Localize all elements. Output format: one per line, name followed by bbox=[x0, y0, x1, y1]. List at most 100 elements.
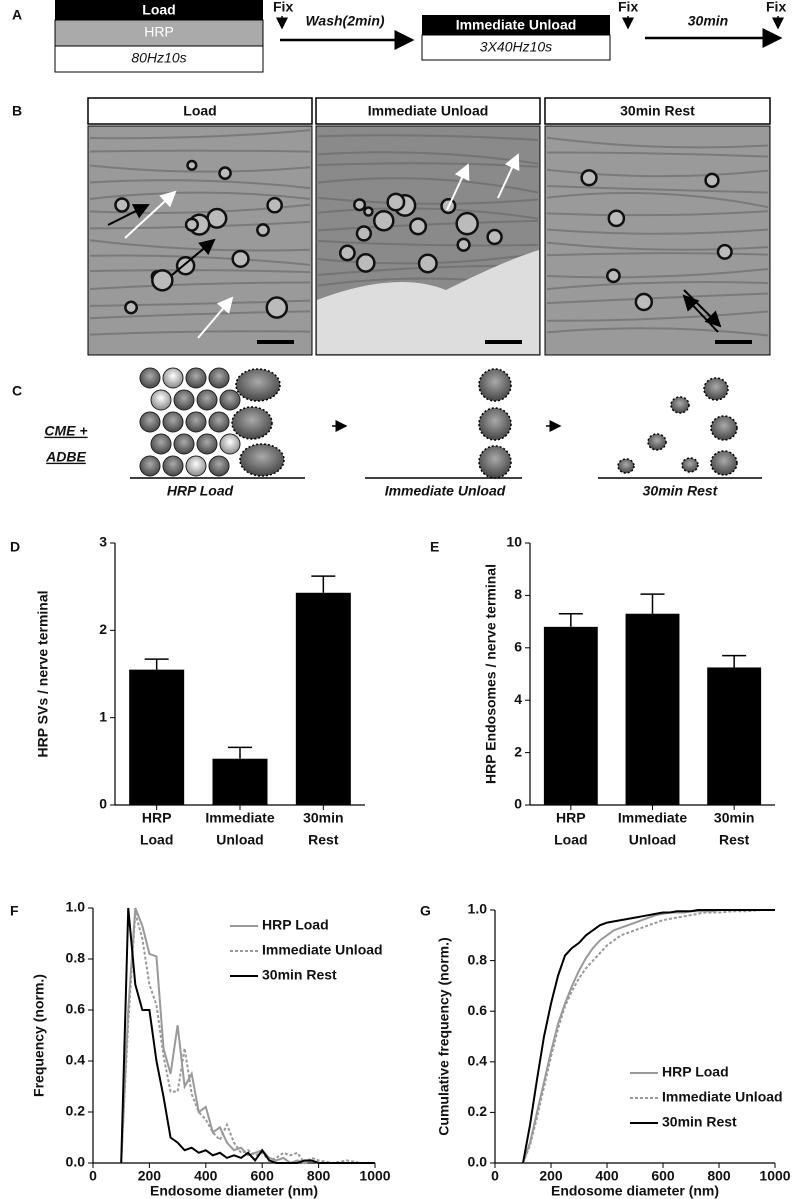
x-axis-label: Endosome diameter (nm) bbox=[150, 1183, 318, 1199]
vesicle bbox=[256, 223, 270, 237]
vesicle bbox=[231, 249, 250, 268]
sv bbox=[208, 455, 230, 477]
vesicle bbox=[606, 268, 621, 284]
sv bbox=[173, 433, 195, 455]
y-tick-label: 0.0 bbox=[468, 1154, 488, 1170]
arrow bbox=[124, 190, 177, 239]
stage-label: Immediate Unload bbox=[385, 483, 506, 499]
y-tick-label: 10 bbox=[506, 534, 522, 550]
vesicle bbox=[266, 196, 283, 214]
vesicle bbox=[486, 228, 503, 246]
fix-label: Fix bbox=[618, 0, 638, 15]
sv bbox=[162, 455, 184, 477]
vesicle-diagram bbox=[139, 367, 738, 479]
texture bbox=[317, 239, 539, 247]
y-tick-label: 6 bbox=[514, 639, 522, 655]
hrp-label: HRP bbox=[144, 24, 174, 40]
vesicle bbox=[417, 253, 438, 274]
y-tick-label: 0.2 bbox=[66, 1103, 86, 1119]
panel-label: G bbox=[420, 903, 431, 919]
sv bbox=[208, 411, 230, 433]
vesicle bbox=[186, 159, 198, 171]
y-tick-label: 1 bbox=[99, 708, 107, 724]
stage-label: HRP Load bbox=[167, 483, 234, 499]
y-tick-label: 0.8 bbox=[66, 950, 86, 966]
endosome bbox=[703, 377, 729, 401]
panel-header: 30min Rest bbox=[620, 103, 695, 119]
bar bbox=[129, 669, 185, 805]
vesicle bbox=[363, 206, 374, 217]
texture bbox=[89, 254, 311, 266]
arrow bbox=[683, 289, 722, 328]
panel-label: A bbox=[12, 7, 22, 23]
vesicle bbox=[607, 209, 626, 228]
pathway-label: ADBE bbox=[45, 449, 86, 465]
sv bbox=[208, 367, 230, 389]
vesicle bbox=[704, 172, 720, 188]
series-line bbox=[522, 909, 775, 1164]
x-tick-label: Load bbox=[140, 832, 173, 848]
vesicle bbox=[151, 269, 174, 292]
x-tick-label: 1000 bbox=[359, 1168, 390, 1184]
y-axis-label: Frequency (norm.) bbox=[31, 974, 47, 1097]
sv bbox=[139, 411, 161, 433]
endosome bbox=[710, 450, 738, 476]
vesicle bbox=[716, 243, 733, 260]
x-tick-label: 0 bbox=[491, 1168, 499, 1184]
texture bbox=[546, 228, 769, 235]
sv bbox=[196, 433, 218, 455]
x-tick-label: HRP bbox=[556, 810, 586, 826]
vesicle bbox=[634, 292, 654, 312]
x-tick-label: 800 bbox=[707, 1168, 731, 1184]
x-tick-label: 600 bbox=[251, 1168, 275, 1184]
y-tick-label: 0 bbox=[514, 796, 522, 812]
unload-header bbox=[422, 15, 610, 35]
micrograph bbox=[87, 125, 313, 356]
panel-header: Load bbox=[183, 103, 216, 119]
y-tick-label: 2 bbox=[514, 743, 522, 759]
x-tick-label: 30min bbox=[714, 810, 754, 826]
pathway-label: CME + bbox=[44, 423, 87, 439]
x-tick-label: Immediate bbox=[205, 810, 274, 826]
vesicle bbox=[409, 217, 428, 236]
texture bbox=[89, 149, 311, 153]
y-tick-label: 0.8 bbox=[468, 951, 488, 967]
legend-label: Immediate Unload bbox=[662, 1089, 783, 1105]
texture bbox=[546, 268, 769, 279]
texture bbox=[317, 134, 539, 142]
vesicle bbox=[353, 198, 367, 212]
y-tick-label: 0 bbox=[99, 796, 107, 812]
sv bbox=[150, 389, 172, 411]
sv bbox=[173, 389, 195, 411]
vesicle bbox=[355, 225, 373, 242]
texture bbox=[546, 280, 769, 291]
texture bbox=[89, 330, 311, 336]
sv bbox=[162, 411, 184, 433]
y-tick-label: 0.2 bbox=[468, 1103, 488, 1119]
panel-label: E bbox=[430, 539, 439, 555]
micrograph bbox=[544, 125, 771, 356]
panel-label: F bbox=[10, 903, 19, 919]
x-tick-label: 400 bbox=[194, 1168, 218, 1184]
x-tick-label: Unload bbox=[216, 832, 263, 848]
sv bbox=[185, 367, 207, 389]
series-line bbox=[120, 907, 375, 1164]
unload-stim bbox=[421, 34, 611, 61]
sv bbox=[185, 411, 207, 433]
stim-label: 80Hz10s bbox=[131, 50, 186, 66]
x-tick-label: Immediate bbox=[618, 810, 687, 826]
rest-label: 30min bbox=[688, 13, 728, 29]
x-axis-label: Endosome diameter (nm) bbox=[551, 1183, 719, 1199]
x-tick-label: Unload bbox=[629, 832, 676, 848]
arrow bbox=[197, 296, 234, 339]
endosome bbox=[670, 396, 690, 414]
y-tick-label: 0.4 bbox=[66, 1052, 86, 1068]
x-tick-label: 200 bbox=[138, 1168, 162, 1184]
y-axis-label: HRP Endosomes / nerve terminal bbox=[483, 564, 499, 784]
vesicle bbox=[218, 166, 232, 180]
legend-label: 30min Rest bbox=[662, 1114, 737, 1130]
vesicle bbox=[184, 217, 200, 232]
vesicle bbox=[456, 237, 471, 252]
cleft bbox=[317, 250, 539, 354]
texture bbox=[89, 203, 311, 214]
